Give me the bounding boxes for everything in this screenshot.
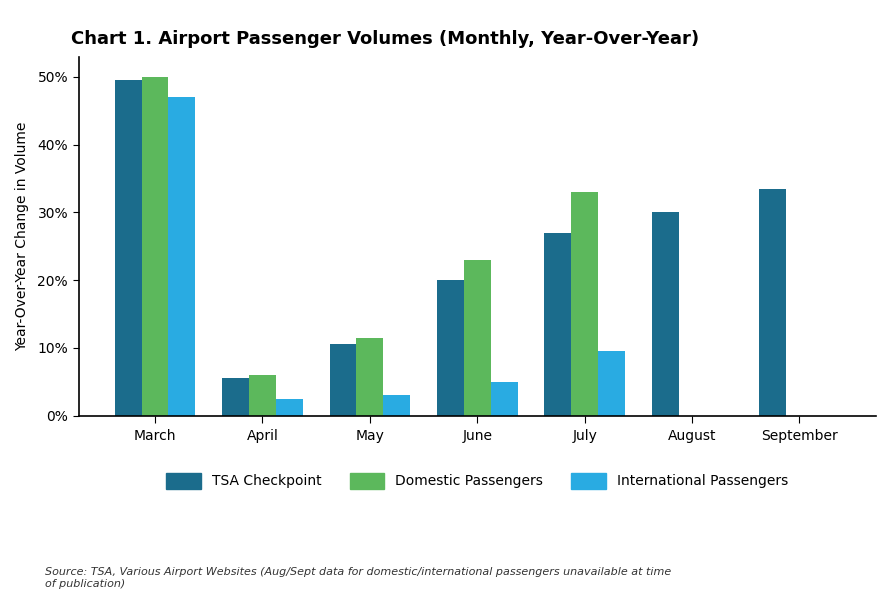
Bar bbox=[168, 97, 195, 415]
Bar bbox=[759, 189, 786, 415]
Text: Chart 1. Airport Passenger Volumes (Monthly, Year-Over-Year): Chart 1. Airport Passenger Volumes (Mont… bbox=[71, 30, 699, 48]
Bar bbox=[464, 260, 491, 415]
Bar bbox=[249, 375, 276, 415]
Bar bbox=[491, 381, 518, 415]
Text: Source: TSA, Various Airport Websites (Aug/Sept data for domestic/international : Source: TSA, Various Airport Websites (A… bbox=[45, 568, 671, 589]
Bar bbox=[652, 212, 679, 415]
Bar bbox=[276, 399, 303, 415]
Bar bbox=[437, 280, 464, 415]
Bar bbox=[571, 192, 598, 415]
Bar bbox=[356, 337, 383, 415]
Bar bbox=[598, 351, 625, 415]
Legend: TSA Checkpoint, Domestic Passengers, International Passengers: TSA Checkpoint, Domestic Passengers, Int… bbox=[167, 472, 789, 488]
Y-axis label: Year-Over-Year Change in Volume: Year-Over-Year Change in Volume bbox=[15, 121, 29, 351]
Bar bbox=[383, 395, 410, 415]
Bar bbox=[222, 378, 249, 415]
Bar bbox=[544, 233, 571, 415]
Bar bbox=[330, 345, 356, 415]
Bar bbox=[115, 80, 142, 415]
Bar bbox=[142, 77, 168, 415]
